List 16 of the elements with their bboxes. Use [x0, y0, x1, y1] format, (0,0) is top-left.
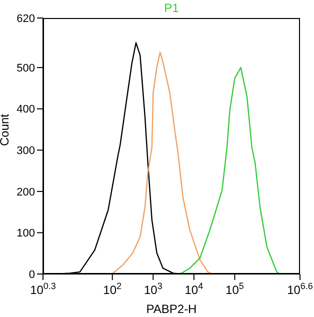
- x-tick-label: 10$^{0.3}$: [30, 281, 56, 297]
- y-tick-label: 620: [16, 12, 35, 25]
- x-tick-label: 10$^{6.6}$: [287, 281, 313, 297]
- chart-title: P1: [163, 1, 180, 15]
- y-axis-title: Count: [0, 113, 12, 146]
- x-tick-label: 10$^{2}$: [103, 281, 122, 297]
- y-tick-label: 0: [28, 268, 35, 281]
- x-tick-label: 10$^{3}$: [144, 281, 162, 297]
- y-tick-label: 500: [16, 62, 35, 74]
- x-tick-label: 10$^{5}$: [226, 281, 244, 297]
- y-tick-label: 400: [16, 104, 35, 116]
- x-tick-label: 10$^{4}$: [184, 281, 204, 297]
- y-tick-label: 200: [16, 186, 35, 198]
- y-tick-label: 100: [16, 228, 35, 240]
- y-tick-label: 300: [16, 145, 35, 158]
- x-axis-title: PABP2-H: [146, 302, 197, 316]
